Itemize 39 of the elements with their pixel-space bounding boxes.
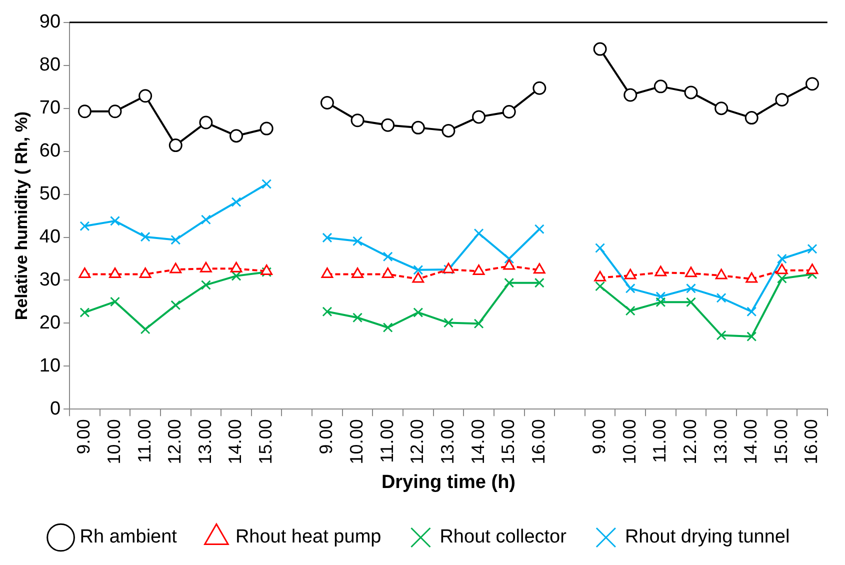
legend-label: Rhout drying tunnel [624,526,790,548]
x-tick-label: 12.00 [680,419,700,464]
y-tick-label: 50 [39,184,61,205]
x-tick-label: 10.00 [619,419,640,464]
x-tick-label: 11.00 [650,419,670,463]
y-axis-title: Relative humidity ( Rh, %) [12,111,31,320]
y-tick-label: 80 [39,54,61,76]
x-tick-label: 9.00 [589,419,610,454]
y-tick-label: 30 [39,269,61,290]
legend-label: Rhout collector [440,526,568,548]
y-tick-label: 60 [39,140,61,162]
x-tick-label: 13.00 [710,419,730,464]
x-tick-label: 12.00 [407,419,428,464]
x-axis-title: Drying time (h) [381,472,516,493]
y-tick-label: 40 [39,226,61,248]
y-tick-label: 0 [50,398,61,420]
x-tick-label: 15.00 [256,419,276,464]
x-tick-label: 9.00 [74,419,94,454]
x-tick-label: 15.00 [770,419,791,464]
y-tick-label: 70 [39,98,61,119]
x-tick-label: 10.00 [346,419,366,464]
legend-label: Rhout heat pump [235,526,382,548]
y-tick-label: 90 [39,12,61,33]
x-tick-label: 16.00 [528,419,548,464]
x-tick-label: 15.00 [498,419,518,464]
x-tick-label: 13.00 [194,419,215,464]
x-tick-label: 14.00 [468,419,488,464]
x-tick-label: 12.00 [164,419,185,464]
x-tick-label: 10.00 [104,419,124,464]
x-tick-label: 11.00 [134,419,154,463]
x-tick-label: 13.00 [437,419,458,464]
x-tick-label: 14.00 [740,419,761,464]
y-tick-label: 20 [39,312,61,334]
legend-label: Rh ambient [80,526,178,548]
x-tick-label: 16.00 [801,419,822,464]
y-tick-label: 10 [39,355,61,376]
x-tick-label: 11.00 [376,419,397,463]
x-tick-label: 14.00 [225,419,246,464]
x-tick-label: 9.00 [316,419,336,454]
